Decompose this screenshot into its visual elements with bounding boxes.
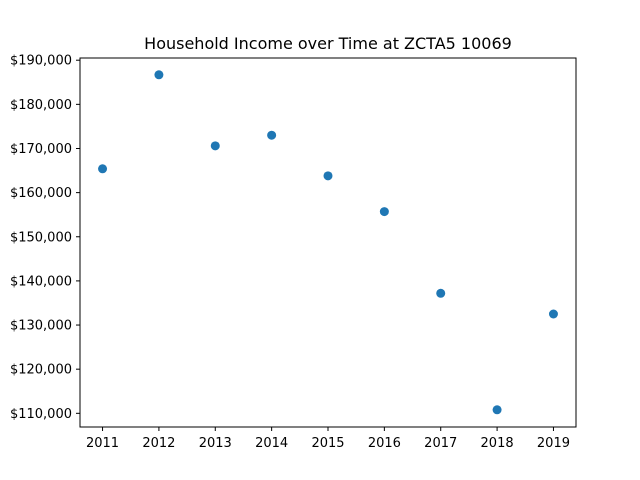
x-tick-label: 2011 [86, 436, 119, 451]
data-point [98, 164, 108, 174]
data-point [379, 207, 389, 217]
y-tick-label: $130,000 [10, 319, 72, 334]
plot-frame [79, 57, 577, 428]
data-point [492, 405, 502, 415]
y-tick-label: $110,000 [10, 407, 72, 422]
data-point [154, 70, 164, 80]
data-point [323, 171, 333, 181]
x-tick-label: 2019 [537, 436, 570, 451]
y-tick-label: $190,000 [10, 54, 72, 69]
data-point [267, 130, 277, 140]
x-tick-label: 2013 [199, 436, 232, 451]
y-tick-label: $160,000 [10, 186, 72, 201]
x-tick-label: 2012 [142, 436, 175, 451]
x-tick-label: 2017 [424, 436, 457, 451]
y-tick-label: $120,000 [10, 363, 72, 378]
chart-title: Household Income over Time at ZCTA5 1006… [144, 34, 512, 53]
y-tick-label: $170,000 [10, 142, 72, 157]
y-tick-label: $140,000 [10, 274, 72, 289]
x-tick-label: 2015 [311, 436, 344, 451]
data-points [98, 70, 558, 415]
x-tick-label: 2018 [481, 436, 514, 451]
x-tick-label: 2014 [255, 436, 288, 451]
data-point [548, 309, 558, 319]
data-point [210, 141, 220, 151]
y-tick-label: $150,000 [10, 230, 72, 245]
y-tick-label: $180,000 [10, 98, 72, 113]
data-point [436, 288, 446, 298]
axis-ticks: 2011 2012 2013 2014 2015 2016 2017 2018 2019 $110… [10, 54, 570, 451]
x-tick-label: 2016 [368, 436, 401, 451]
